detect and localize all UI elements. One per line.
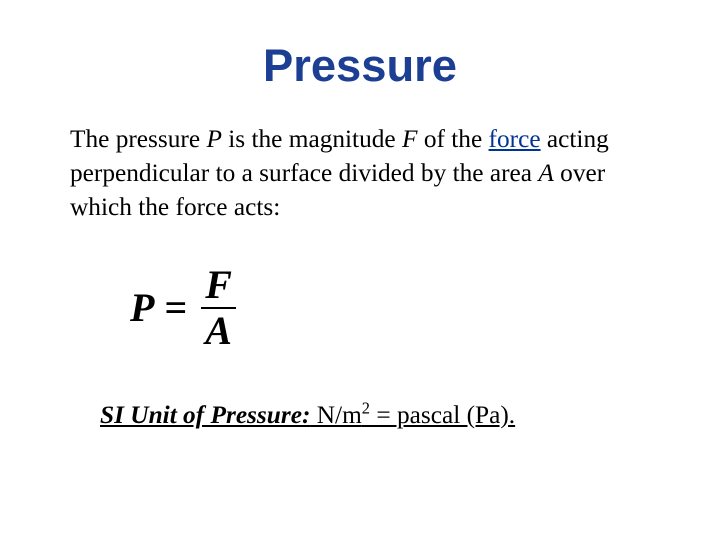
variable-A: A: [538, 159, 553, 187]
si-unit-label: SI Unit of Pressure:: [100, 401, 310, 429]
force-link[interactable]: force: [489, 125, 541, 153]
formula-P: P: [130, 285, 154, 330]
variable-F: F: [402, 125, 417, 153]
variable-P: P: [206, 125, 221, 153]
si-unit-suffix: = pascal (Pa).: [370, 401, 515, 429]
slide-container: Pressure The pressure P is the magnitude…: [0, 0, 720, 470]
formula-numerator: F: [201, 265, 236, 307]
formula-denominator: A: [201, 307, 236, 351]
si-unit-prefix: N/m: [310, 401, 361, 429]
si-unit-exponent: 2: [362, 398, 370, 417]
definition-text: The pressure: [70, 125, 206, 153]
page-title: Pressure: [70, 40, 650, 92]
definition-text: is the magnitude: [222, 125, 402, 153]
definition-text: of the: [418, 125, 489, 153]
definition-paragraph: The pressure P is the magnitude F of the…: [70, 122, 650, 225]
formula-fraction: F A: [201, 265, 236, 351]
si-unit-line: SI Unit of Pressure: N/m2 = pascal (Pa).: [100, 401, 650, 430]
si-unit-value: N/m2 = pascal (Pa).: [310, 401, 515, 429]
formula-equals: =: [154, 285, 187, 330]
formula-block: P = F A: [130, 265, 650, 351]
formula-lhs: P =: [130, 284, 187, 331]
